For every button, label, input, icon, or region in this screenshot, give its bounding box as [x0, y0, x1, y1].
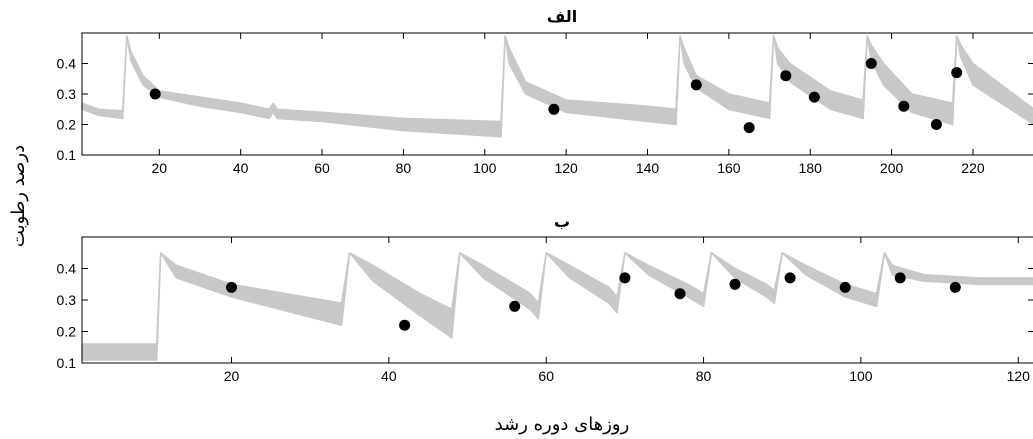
panel-b-x-tick-label: 80: [696, 368, 712, 384]
panel-a-x-tick-label: 120: [554, 160, 578, 176]
y-axis-label: درصد رطوبت: [8, 145, 29, 247]
panel-a-data-point: [690, 79, 702, 91]
panel-b-data-point: [839, 281, 851, 293]
panel-a-data-point: [930, 119, 942, 130]
panel-a-data-point: [808, 91, 820, 103]
panel-b-y-tick-label: 0.4: [57, 261, 77, 277]
panel-b-data-point: [894, 272, 906, 284]
panel-a-x-tick-label: 40: [233, 160, 249, 176]
panel-a-x-tick-label: 160: [717, 160, 741, 176]
panel-a-data-point: [898, 100, 910, 112]
panel-b-data-point: [399, 319, 411, 331]
panel-a-title: الف: [547, 7, 578, 26]
panel-b-data-point: [509, 300, 521, 312]
panel-a-x-tick-label: 140: [636, 160, 660, 176]
panel-b-data-point: [729, 278, 741, 290]
panel-b-title: ب: [554, 212, 570, 231]
panel-a-x-tick-label: 220: [961, 160, 985, 176]
panel-b-y-tick-label: 0.1: [57, 355, 77, 371]
panel-a-data-point: [149, 88, 161, 100]
x-axis-label: روزهای دوره رشد: [495, 414, 630, 435]
panel-a-x-tick-label: 180: [799, 160, 823, 176]
panel-a-data-point: [865, 58, 877, 69]
panel-a-x-tick-label: 20: [152, 160, 168, 176]
panel-a-plot-area: 0.1 0.2 0.3 0.4 20 40 60 80 100 120 140 160 180 200 22…: [57, 32, 1033, 176]
panel-a-y-tick-label: 0.1: [57, 147, 77, 163]
panel-b-data-point: [949, 281, 961, 293]
panel-a-y-tick-label: 0.2: [57, 117, 77, 133]
panel-b-x-tick-label: 40: [381, 368, 397, 384]
panel-a-x-tick-label: 100: [473, 160, 497, 176]
panel-a-data-point: [548, 103, 560, 115]
panel-b-x-tick-label: 20: [224, 368, 240, 384]
panel-a-y-tick-label: 0.4: [57, 56, 77, 72]
panel-a: الف 0.1 0.2 0.3 0.4 20 40 60 80 100 120 140 160 180 2…: [57, 7, 1033, 176]
panel-a-axes-box: [81, 32, 1033, 156]
panel-b-data-point: [226, 281, 237, 293]
panel-a-data-point: [951, 67, 963, 79]
panel-b-y-tick-label: 0.2: [57, 324, 77, 340]
panel-b: ب 0.1 0.2 0.3 0.4 20 40 60 80 100 120: [57, 212, 1033, 384]
panel-b-axes-box: [81, 236, 1033, 364]
panel-a-data-point: [743, 122, 755, 134]
panel-b-y-tick-label: 0.3: [57, 292, 77, 308]
panel-a-y-tick-label: 0.3: [57, 86, 77, 102]
panel-b-x-tick-label: 60: [538, 368, 554, 384]
panel-b-data-point: [674, 288, 686, 300]
panel-a-data-point: [780, 70, 792, 82]
panel-b-x-tick-label: 120: [1007, 368, 1031, 384]
panel-b-data-point: [619, 272, 631, 284]
panel-a-x-tick-label: 80: [396, 160, 412, 176]
panel-a-x-tick-label: 60: [314, 160, 330, 176]
panel-b-band: [81, 252, 1033, 361]
panel-b-data-point: [784, 272, 796, 284]
panel-a-band: [81, 35, 1033, 138]
panel-b-x-tick-label: 100: [849, 368, 873, 384]
panel-b-plot-area: 0.1 0.2 0.3 0.4 20 40 60 80 100 120: [57, 236, 1033, 384]
panel-a-x-tick-label: 200: [880, 160, 904, 176]
